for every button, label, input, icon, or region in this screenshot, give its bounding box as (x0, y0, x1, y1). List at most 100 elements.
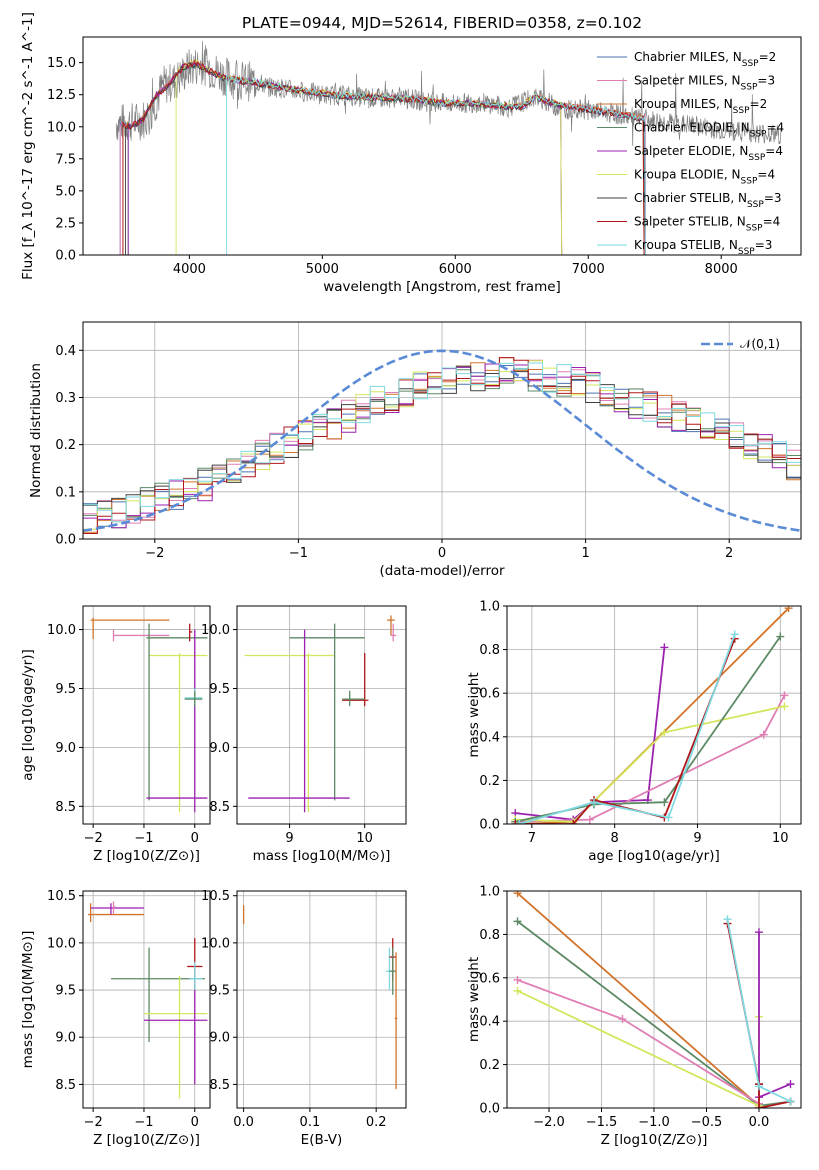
y-tick-label: 10.5 (201, 889, 230, 904)
model-spectrum-line (125, 62, 645, 255)
legend-entry: Chabrier STELIB, NSSP=3 (634, 191, 782, 210)
residual-histogram-line (83, 365, 801, 527)
y-tick-label: 15.0 (47, 56, 76, 71)
y-tick-label: 7.5 (55, 152, 76, 167)
panel-mass_EBV: 0.0 0.1 0.2 8.5 9.0 9.5 10.0 10.5 E(B-V) (201, 889, 407, 1148)
y-tick-label: 10.0 (47, 936, 76, 951)
x-tick-label: 7000 (572, 262, 605, 277)
x-axis-label: Z [log10(Z/Z⊙)] (93, 1132, 200, 1148)
y-tick-label: 0.0 (479, 818, 500, 833)
x-tick-label: −1.5 (586, 1115, 618, 1130)
y-tick-label: 0.8 (479, 643, 500, 658)
x-tick-label: 8 (611, 831, 619, 846)
x-tick-label: 10 (356, 831, 373, 846)
y-tick-label: 1.0 (479, 600, 500, 615)
x-tick-label: −2 (84, 1115, 103, 1130)
legend-entry: Kroupa MILES, NSSP=2 (634, 97, 767, 116)
mass-weight-line (515, 705, 785, 823)
mass-weight-marker (513, 917, 522, 926)
y-axis-label: mass weight (466, 957, 482, 1042)
mass-weight-marker (723, 915, 732, 924)
mass-weight-marker (786, 1097, 795, 1106)
plot-area-mass_EBV (242, 905, 398, 1090)
legend-entry: Salpeter STELIB, NSSP=4 (634, 215, 780, 234)
mass-weight-line (516, 892, 760, 1107)
mass-weight-marker (585, 815, 594, 824)
y-tick-label: 9.0 (55, 741, 76, 756)
y-axis-label: Flux [f_λ 10^-17 erg cm^-2 s^-1 A^-1] (20, 12, 36, 280)
y-tick-label: 0.0 (479, 1102, 500, 1117)
x-tick-label: 10 (772, 831, 789, 846)
x-tick-label: 2 (725, 546, 733, 561)
x-tick-label: −1.0 (638, 1115, 670, 1130)
x-tick-label: 0 (191, 1115, 199, 1130)
model-spectrum-line (127, 60, 563, 255)
mass-weight-line (517, 989, 760, 1108)
residual-histogram-line (83, 368, 801, 529)
y-tick-label: 9.5 (209, 682, 230, 697)
mass-weight-marker (780, 702, 789, 711)
y-tick-label: 0.6 (479, 687, 500, 702)
mass-weight-marker (660, 798, 669, 807)
legend-entry: Salpeter MILES, NSSP=3 (634, 74, 775, 93)
axes-frame (506, 605, 802, 825)
mass-weight-marker (755, 1082, 763, 1091)
mass-weight-marker (660, 643, 669, 652)
axes-frame (236, 605, 407, 825)
y-tick-label: 10.0 (201, 936, 230, 951)
mass-weight-line (758, 932, 791, 1099)
y-tick-label: 5.0 (55, 184, 76, 199)
legend-entry-gaussian: 𝒩(0,1) (740, 337, 780, 351)
y-tick-label: 9.0 (55, 1031, 76, 1046)
y-tick-label: 12.5 (47, 88, 76, 103)
panel-weight_Z: −2.0 −1.5 −1.0 −0.5 0.0 0.0 0.2 0.4 0.6 0.8 1.0 Z [… (466, 885, 802, 1148)
x-axis-label: mass [log10(M/M⊙)] (253, 848, 391, 864)
x-tick-label: −0.5 (691, 1115, 723, 1130)
y-tick-label: 0.2 (55, 438, 76, 453)
plot-area-weight_age (511, 606, 793, 824)
panel-age_Z: −2 −1 0 8.5 9.0 9.5 10.0 Z [log10(Z/Z⊙)] age [lo… (20, 605, 211, 864)
y-tick-label: 10.5 (47, 889, 76, 904)
model-spectrum-line (119, 61, 646, 255)
y-tick-label: 0.4 (479, 730, 500, 745)
x-axis-label: E(B-V) (301, 1132, 343, 1148)
y-tick-label: 10.0 (201, 623, 230, 638)
y-tick-label: 8.5 (55, 1078, 76, 1093)
x-axis-label: Z [log10(Z/Z⊙)] (601, 1132, 708, 1148)
y-axis-label: mass weight (466, 672, 482, 757)
x-tick-label: 0.0 (749, 1115, 770, 1130)
axes-frame (82, 321, 802, 540)
x-tick-label: 0.2 (366, 1115, 387, 1130)
mass-weight-marker (730, 630, 739, 639)
x-axis-label: wavelength [Angstrom, rest frame] (323, 279, 561, 295)
legend-entry: Chabrier ELODIE, NSSP=4 (634, 121, 784, 140)
axes-frame (82, 36, 802, 256)
y-axis-label: age [log10(age/yr)] (20, 649, 36, 781)
model-spectrum-line (226, 75, 646, 255)
y-tick-label: 10.0 (47, 623, 76, 638)
mass-weight-marker (511, 820, 520, 824)
legend-entry: Kroupa ELODIE, NSSP=4 (634, 168, 775, 187)
y-tick-label: 0.4 (479, 1015, 500, 1030)
x-tick-label: −1 (289, 546, 308, 561)
y-tick-label: 8.5 (209, 1078, 230, 1093)
y-tick-label: 0.6 (479, 971, 500, 986)
gaussian-reference-line (83, 349, 801, 532)
y-tick-label: 0.2 (479, 1058, 500, 1073)
y-axis-label: mass [log10(M/M⊙)] (20, 931, 36, 1069)
mass-weight-marker (759, 730, 768, 739)
y-tick-label: 8.5 (209, 800, 230, 815)
y-tick-label: 9.0 (209, 741, 230, 756)
y-tick-label: 0.0 (55, 533, 76, 548)
mass-weight-marker (515, 820, 524, 824)
mass-weight-marker (513, 891, 522, 898)
mass-weight-marker (784, 606, 793, 613)
mass-weight-marker (786, 1080, 795, 1089)
mass-weight-marker (776, 632, 785, 641)
mass-weight-marker (755, 928, 763, 937)
y-tick-label: 0.2 (479, 774, 500, 789)
mass-weight-marker (660, 728, 669, 737)
panel-weight_age: 7 8 9 10 0.0 0.2 0.4 0.6 0.8 1.0 age [log10(age/yr… (466, 600, 802, 864)
y-tick-label: 10.0 (47, 120, 76, 135)
